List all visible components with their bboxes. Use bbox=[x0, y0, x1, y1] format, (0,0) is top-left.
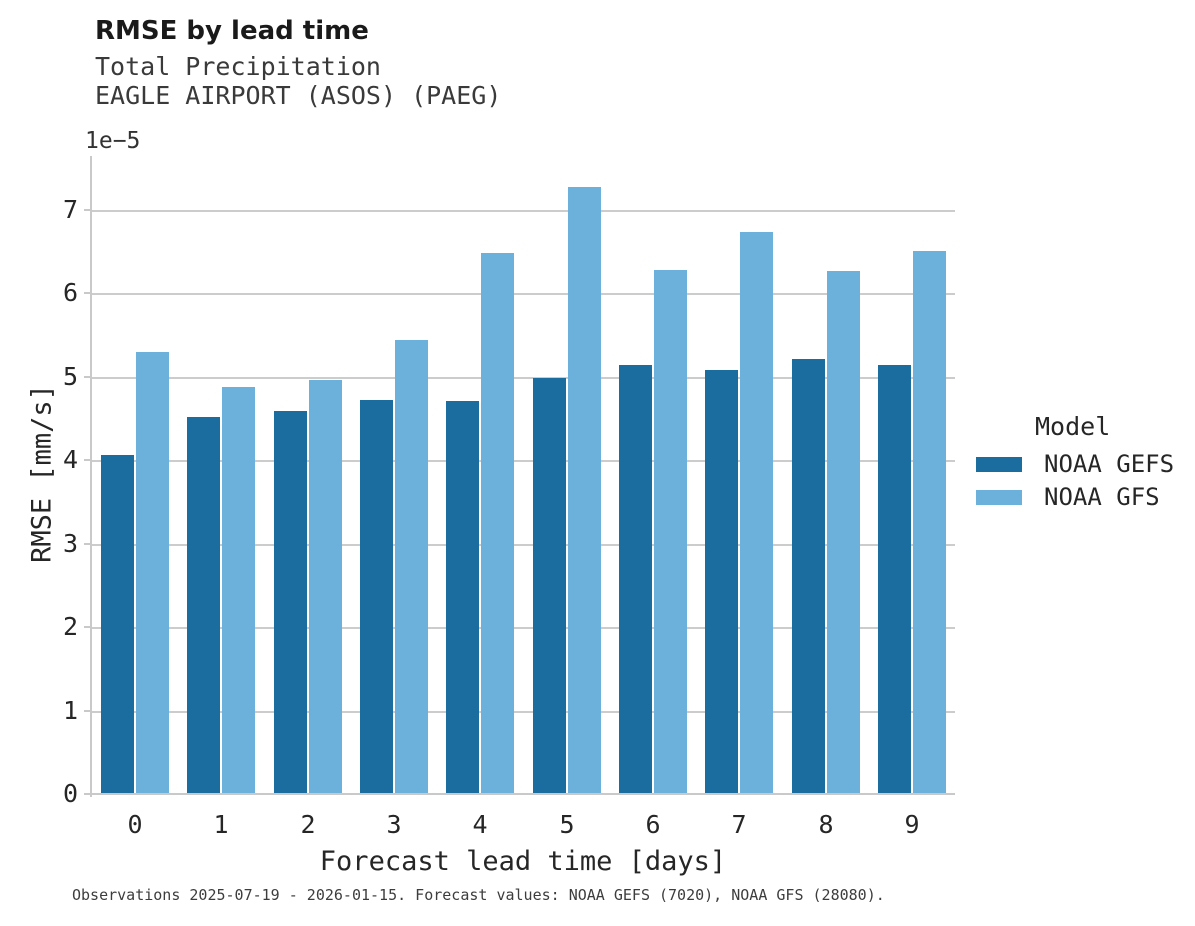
y-tick-label-4: 4 bbox=[62, 445, 78, 474]
bar-noaa-gefs-lead-7 bbox=[705, 370, 738, 795]
bar-noaa-gfs-lead-6 bbox=[654, 270, 687, 795]
gridline-y-1 bbox=[92, 711, 955, 713]
x-axis-spine bbox=[90, 793, 955, 795]
footer-caption: Observations 2025-07-19 - 2026-01-15. Fo… bbox=[72, 886, 885, 904]
x-tick-label-0: 0 bbox=[127, 810, 143, 839]
bar-noaa-gefs-lead-9 bbox=[878, 365, 911, 795]
y-tick-mark-3 bbox=[84, 543, 90, 545]
chart-subtitle-variable: Total Precipitation bbox=[95, 52, 381, 81]
gridline-y-5 bbox=[92, 377, 955, 379]
legend-title: Model bbox=[1035, 412, 1111, 441]
bar-noaa-gefs-lead-3 bbox=[360, 400, 393, 795]
x-tick-label-7: 7 bbox=[731, 810, 747, 839]
y-tick-label-0: 0 bbox=[62, 779, 78, 808]
bar-noaa-gfs-lead-9 bbox=[913, 251, 946, 795]
bar-noaa-gfs-lead-8 bbox=[827, 271, 860, 795]
x-tick-label-5: 5 bbox=[559, 810, 575, 839]
y-tick-label-6: 6 bbox=[62, 278, 78, 307]
x-tick-label-4: 4 bbox=[472, 810, 488, 839]
y-tick-label-2: 2 bbox=[62, 612, 78, 641]
legend-swatch-noaa-gfs bbox=[976, 489, 1022, 505]
legend-label-noaa-gfs: NOAA GFS bbox=[1044, 483, 1160, 511]
y-tick-label-7: 7 bbox=[62, 195, 78, 224]
y-tick-label-5: 5 bbox=[62, 362, 78, 391]
y-axis-spine bbox=[90, 156, 92, 797]
x-tick-label-9: 9 bbox=[904, 810, 920, 839]
y-tick-mark-1 bbox=[84, 710, 90, 712]
bar-noaa-gefs-lead-0 bbox=[101, 455, 134, 795]
bar-noaa-gefs-lead-6 bbox=[619, 365, 652, 795]
y-tick-mark-2 bbox=[84, 626, 90, 628]
bar-noaa-gfs-lead-5 bbox=[568, 187, 601, 795]
bar-noaa-gfs-lead-0 bbox=[136, 352, 169, 795]
y-tick-mark-4 bbox=[84, 459, 90, 461]
y-tick-mark-6 bbox=[84, 292, 90, 294]
legend-swatch-noaa-gefs bbox=[976, 456, 1022, 472]
gridline-y-7 bbox=[92, 210, 955, 212]
y-tick-mark-0 bbox=[84, 793, 90, 795]
gridline-y-6 bbox=[92, 293, 955, 295]
y-tick-label-1: 1 bbox=[62, 696, 78, 725]
bar-noaa-gfs-lead-7 bbox=[740, 232, 773, 795]
bar-noaa-gfs-lead-2 bbox=[309, 380, 342, 795]
bar-noaa-gefs-lead-8 bbox=[792, 359, 825, 795]
bar-noaa-gefs-lead-2 bbox=[274, 411, 307, 795]
bar-noaa-gfs-lead-1 bbox=[222, 387, 255, 795]
x-tick-label-6: 6 bbox=[645, 810, 661, 839]
legend-entry-noaa-gefs: NOAA GEFS bbox=[976, 449, 1174, 479]
x-tick-label-2: 2 bbox=[300, 810, 316, 839]
gridline-y-2 bbox=[92, 627, 955, 629]
x-axis-title: Forecast lead time [days] bbox=[319, 846, 727, 877]
chart-subtitle-station: EAGLE AIRPORT (ASOS) (PAEG) bbox=[95, 81, 502, 110]
y-tick-label-3: 3 bbox=[62, 529, 78, 558]
x-tick-label-3: 3 bbox=[386, 810, 402, 839]
bar-noaa-gfs-lead-3 bbox=[395, 340, 428, 795]
legend-label-noaa-gefs: NOAA GEFS bbox=[1044, 450, 1175, 478]
bar-noaa-gefs-lead-1 bbox=[187, 417, 220, 795]
x-tick-label-8: 8 bbox=[818, 810, 834, 839]
chart-title: RMSE by lead time bbox=[95, 16, 369, 46]
bar-noaa-gfs-lead-4 bbox=[481, 253, 514, 795]
y-tick-mark-7 bbox=[84, 209, 90, 211]
y-tick-mark-5 bbox=[84, 376, 90, 378]
y-axis-offset-label: 1e−5 bbox=[85, 128, 141, 154]
legend-entry-noaa-gfs: NOAA GFS bbox=[976, 482, 1160, 512]
gridline-y-4 bbox=[92, 460, 955, 462]
x-tick-label-1: 1 bbox=[213, 810, 229, 839]
gridline-y-3 bbox=[92, 544, 955, 546]
bar-noaa-gefs-lead-5 bbox=[533, 378, 566, 795]
bar-noaa-gefs-lead-4 bbox=[446, 401, 479, 795]
